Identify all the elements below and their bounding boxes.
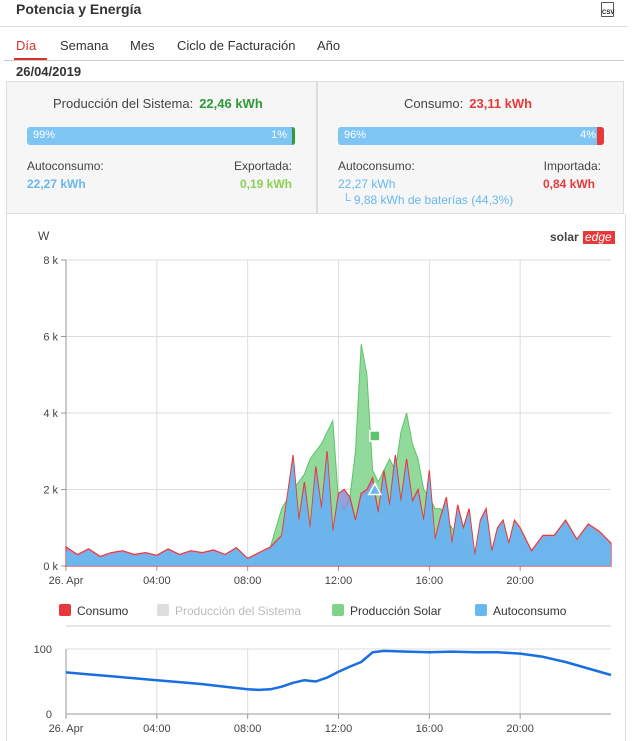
production-bar-right-percent: 1% [271, 129, 287, 141]
production-self-value: 22,27 kWh [27, 177, 86, 191]
consumption-bar-import-segment [597, 127, 604, 145]
tab-ano[interactable]: Año [317, 38, 341, 53]
production-panel: Producción del Sistema: 22,46 kWh 99% 1% … [6, 81, 317, 214]
x-tick-label: 20:00 [506, 575, 534, 587]
consumption-bar: 96% 4% [338, 127, 604, 145]
y-tick-label: 0 k [43, 561, 58, 573]
legend-item-1[interactable]: Consumo [77, 604, 129, 618]
x-tick-label: 12:00 [325, 575, 353, 587]
legend-item-2[interactable]: Producción del Sistema [175, 604, 301, 618]
y-tick-label: 8 k [43, 255, 58, 267]
tab-dia[interactable]: Día [16, 38, 37, 53]
consumption-bar-left-percent: 96% [344, 129, 367, 141]
battery-y-tick-label: 0 [46, 709, 52, 721]
selected-date: 26/04/2019 [16, 64, 82, 79]
y-axis-label: W [38, 229, 50, 243]
battery-x-tick-label: 12:00 [325, 723, 353, 735]
battery-x-tick-label: 26. Apr [49, 723, 84, 735]
production-value: 22,46 kWh [199, 96, 263, 111]
period-tabs: Día Semana Mes Ciclo de Facturación Año [4, 34, 624, 61]
x-tick-label: 16:00 [416, 575, 444, 587]
consumption-header: Consumo: 23,11 kWh [404, 96, 532, 111]
tab-semana[interactable]: Semana [60, 38, 109, 53]
title-bar: Potencia y Energía CSV [0, 0, 628, 27]
import-value: 0,84 kWh [542, 177, 595, 191]
brand-logo-solar: solar [550, 230, 579, 244]
legend-item-4[interactable]: Autoconsumo [493, 604, 567, 618]
consumption-panel: Consumo: 23,11 kWh 96% 4% Autoconsumo: 22… [317, 81, 624, 214]
hover-marker-autoconsumo [367, 481, 383, 496]
battery-x-tick-label: 08:00 [234, 723, 262, 735]
brand-logo-edge: edge [585, 230, 612, 244]
x-tick-label: 26. Apr [49, 575, 84, 587]
production-bar-left-percent: 99% [33, 129, 56, 141]
power-chart: solar edge W 0 k 2 k 4 k 6 k 8 k 26. Apr 04:00 08:… [34, 229, 615, 735]
export-value: 0,19 kWh [239, 177, 292, 191]
csv-export-icon[interactable]: CSV [601, 2, 614, 17]
battery-level-line [65, 649, 612, 692]
y-tick-label: 4 k [43, 408, 58, 420]
page-title: Potencia y Energía [16, 1, 142, 17]
consumption-self-value: 22,27 kWh [338, 177, 396, 191]
battery-x-tick-label: 04:00 [143, 723, 171, 735]
brand-logo-edge-box [583, 231, 615, 244]
production-self-label: Autoconsumo: [27, 159, 104, 173]
production-label: Producción del Sistema: [53, 96, 194, 111]
consumption-value: 23,11 kWh [469, 96, 533, 111]
legend-swatch-3[interactable] [332, 604, 344, 616]
tab-mes[interactable]: Mes [130, 38, 155, 53]
y-tick-label: 2 k [43, 485, 58, 497]
production-header: Producción del Sistema: 22,46 kWh [53, 96, 263, 111]
series-autoconsumo-area [66, 455, 611, 566]
legend-swatch-1[interactable] [59, 604, 71, 616]
production-bar-export-segment [292, 127, 295, 145]
chart-area: solar edge W 0 k 2 k 4 k 6 k 8 k 26. Apr 04:00 08:… [6, 214, 626, 741]
production-bar: 99% 1% [27, 127, 295, 145]
legend-swatch-4[interactable] [475, 604, 487, 616]
y-tick-label: 6 k [43, 332, 58, 344]
legend-item-3[interactable]: Producción Solar [350, 604, 441, 618]
active-tab-indicator [14, 58, 47, 60]
hover-marker-produccion-solar [369, 430, 381, 442]
x-tick-label: 08:00 [234, 575, 262, 587]
x-tick-label: 04:00 [143, 575, 171, 587]
tab-ciclo-facturacion[interactable]: Ciclo de Facturación [177, 38, 296, 53]
consumption-label: Consumo: [404, 96, 464, 111]
battery-x-tick-label: 16:00 [416, 723, 444, 735]
consumption-bar-right-percent: 4% [580, 129, 596, 141]
battery-note: └ 9,88 kWh de baterías (44,3%) [342, 193, 514, 207]
legend-swatch-2[interactable] [157, 604, 169, 616]
import-label: Importada: [543, 159, 601, 173]
consumption-self-label: Autoconsumo: [338, 159, 415, 173]
battery-y-tick-label: 100 [34, 644, 52, 656]
battery-x-tick-label: 20:00 [506, 723, 534, 735]
export-label: Exportada: [233, 159, 292, 173]
